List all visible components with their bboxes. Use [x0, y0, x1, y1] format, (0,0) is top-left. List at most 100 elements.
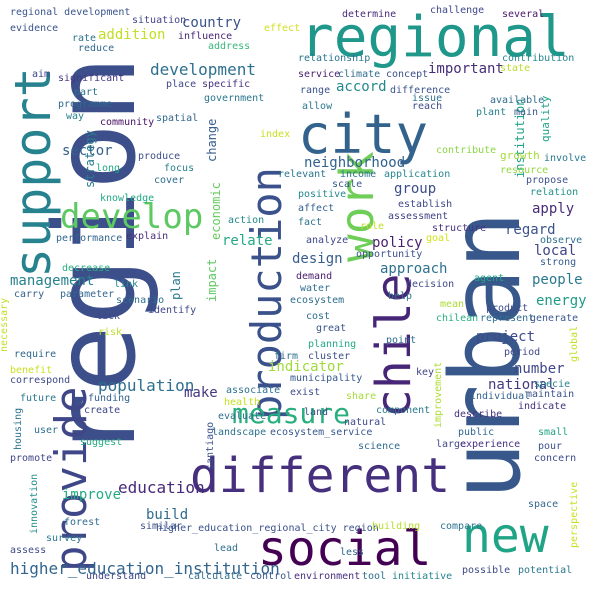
word-firm: firm	[274, 351, 299, 362]
word-exist: exist	[290, 387, 321, 398]
word-aim: aim	[32, 69, 51, 80]
word-effect: effect	[264, 23, 301, 34]
word-key: key	[416, 367, 435, 378]
word-control: control	[250, 571, 293, 582]
word-user: user	[34, 425, 59, 436]
word-strategy: strategy	[83, 130, 97, 188]
word-link: link	[114, 279, 139, 290]
word-natural: natural	[344, 417, 387, 428]
word-similar: similar	[140, 521, 183, 532]
word-funding: funding	[88, 393, 131, 404]
word-compare: compare	[440, 521, 483, 532]
word-range: range	[300, 85, 331, 96]
word-several: several	[502, 9, 545, 20]
word-design: design	[292, 251, 343, 267]
word-population: population	[98, 376, 195, 395]
word-risk: risk	[98, 327, 123, 338]
word-point: point	[386, 335, 417, 346]
word-cover: cover	[154, 175, 185, 186]
word-perspective: perspective	[569, 481, 580, 548]
word-contribute: contribute	[436, 145, 497, 156]
word-difference: difference	[390, 85, 451, 96]
word-municipality: municipality	[290, 373, 363, 384]
word-government: government	[204, 93, 265, 104]
word-build: build	[146, 507, 189, 523]
word-rate: rate	[72, 33, 97, 44]
word-initiative: initiative	[392, 571, 453, 582]
word-way: way	[66, 111, 85, 122]
word-positive: positive	[298, 189, 347, 200]
word-concept: concept	[386, 69, 429, 80]
word-necessary: necessary	[0, 297, 10, 352]
word-evaluate: evaluate	[218, 411, 267, 422]
word-situation: situation	[132, 15, 187, 26]
word-approach: approach	[380, 261, 448, 277]
word-performance: performance	[56, 233, 123, 244]
word-production: production	[242, 167, 291, 420]
word-decision: decision	[406, 279, 455, 290]
word-fact: fact	[298, 217, 323, 228]
word-measure: measure	[232, 397, 351, 430]
word-understand: understand	[86, 571, 147, 582]
word-focus: focus	[164, 163, 195, 174]
word-future: future	[20, 393, 57, 404]
word-tool: tool	[362, 571, 387, 582]
word-address: address	[208, 41, 251, 52]
word-produce: produce	[138, 151, 181, 162]
word-higher-education-regional-city-region: higher_education_regional_city region	[156, 523, 379, 534]
word-space: space	[528, 499, 559, 510]
word-relate: relate	[222, 233, 273, 249]
word-support: support	[4, 67, 62, 278]
word-environment: environment	[294, 571, 361, 582]
word-country: country	[182, 15, 242, 31]
word-component: component	[376, 405, 431, 416]
word-carry: carry	[14, 289, 45, 300]
word-agent: agent	[474, 273, 505, 284]
word-education: education	[118, 478, 205, 497]
word-landscape: landscape	[212, 427, 267, 438]
word-city: city	[298, 103, 429, 166]
word-health: health	[224, 397, 261, 408]
word-people: people	[532, 272, 583, 288]
word-ecosystem-service: ecosystem_service	[270, 427, 373, 438]
word-influence: influence	[178, 31, 233, 42]
word-new: new	[462, 508, 549, 564]
word-regard: regard	[505, 222, 556, 238]
word-promote: promote	[10, 453, 53, 464]
word-determine: determine	[342, 9, 397, 20]
word-lead: lead	[214, 543, 239, 554]
word-require: require	[14, 349, 57, 360]
word-assess: assess	[10, 545, 47, 556]
word-experience: experience	[460, 439, 521, 450]
word-land: land	[304, 407, 329, 418]
word-cluster: cluster	[308, 351, 351, 362]
word-structure: structure	[432, 223, 487, 234]
word-public: public	[458, 427, 495, 438]
word-correspond: correspond	[10, 375, 71, 386]
word-change: change	[205, 118, 219, 162]
word-different: different	[190, 448, 451, 504]
word-neighborhood: neighborhood	[304, 155, 406, 171]
word-concern: concern	[534, 453, 577, 464]
word-scale: scale	[332, 179, 363, 190]
word-mean: mean	[440, 299, 465, 310]
word-relevant: relevant	[278, 169, 327, 180]
word-resource: resource	[500, 165, 549, 176]
word-individual: individual	[470, 391, 531, 402]
word-higher-education-institution: higher_education_institution	[10, 559, 280, 578]
word-planning: planning	[308, 339, 357, 350]
word-spatial: spatial	[156, 113, 199, 124]
word-regional-development: regional development	[10, 7, 131, 18]
word-reach: reach	[412, 101, 443, 112]
word-income: income	[340, 169, 377, 180]
word-benefit: benefit	[10, 365, 53, 376]
word-apply: apply	[532, 201, 575, 217]
word-policy: policy	[372, 235, 423, 251]
word-available: available	[490, 95, 545, 106]
word-application: application	[384, 169, 451, 180]
word-possible: possible	[462, 565, 511, 576]
word-period: period	[504, 347, 541, 358]
word-group: group	[394, 181, 437, 197]
word-sector: sector	[62, 143, 113, 159]
word-specific: specific	[202, 79, 251, 90]
